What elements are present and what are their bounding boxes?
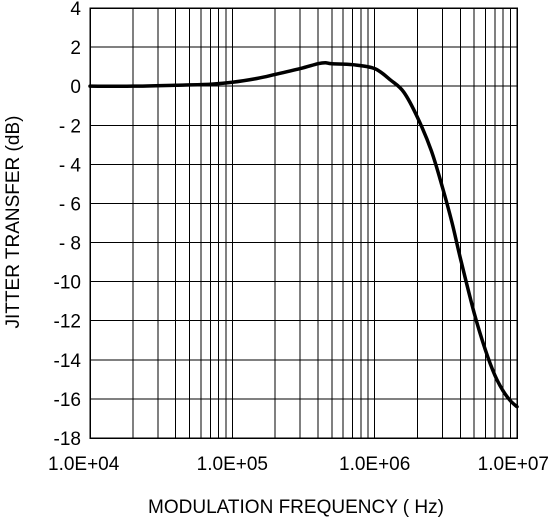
y-tick-label: -14 [54, 351, 82, 372]
y-tick-label: -10 [54, 273, 81, 294]
y-axis-tick-labels: 4 2 0 - 2 - 4 - 6 - 8 -10 -12 -14 -16 -18 [54, 0, 82, 450]
plot-frame [89, 7, 518, 439]
y-tick-label: 0 [70, 77, 81, 98]
x-tick-label: 1.0E+05 [197, 454, 268, 475]
x-tick-label: 1.0E+06 [339, 454, 410, 475]
y-tick-label: -18 [54, 429, 81, 450]
y-tick-label: - 8 [59, 234, 81, 255]
y-tick-label: - 2 [59, 116, 81, 137]
y-tick-label: - 6 [59, 194, 81, 215]
series-layer [88, 60, 519, 409]
y-tick-label: -12 [54, 312, 81, 333]
y-tick-label: - 4 [59, 155, 82, 176]
y-axis-title: JITTER TRANSFER (dB) [3, 116, 24, 329]
jitter-transfer-series-line [88, 60, 519, 409]
x-axis-title: MODULATION FREQUENCY ( Hz) [148, 497, 444, 518]
x-axis-tick-labels: 1.0E+04 1.0E+05 1.0E+06 1.0E+07 [48, 454, 549, 475]
y-tick-label: 4 [70, 0, 81, 20]
x-tick-label: 1.0E+04 [48, 454, 120, 475]
y-tick-label: 2 [70, 38, 81, 59]
x-tick-label: 1.0E+07 [478, 454, 549, 475]
y-tick-label: -16 [54, 390, 81, 411]
